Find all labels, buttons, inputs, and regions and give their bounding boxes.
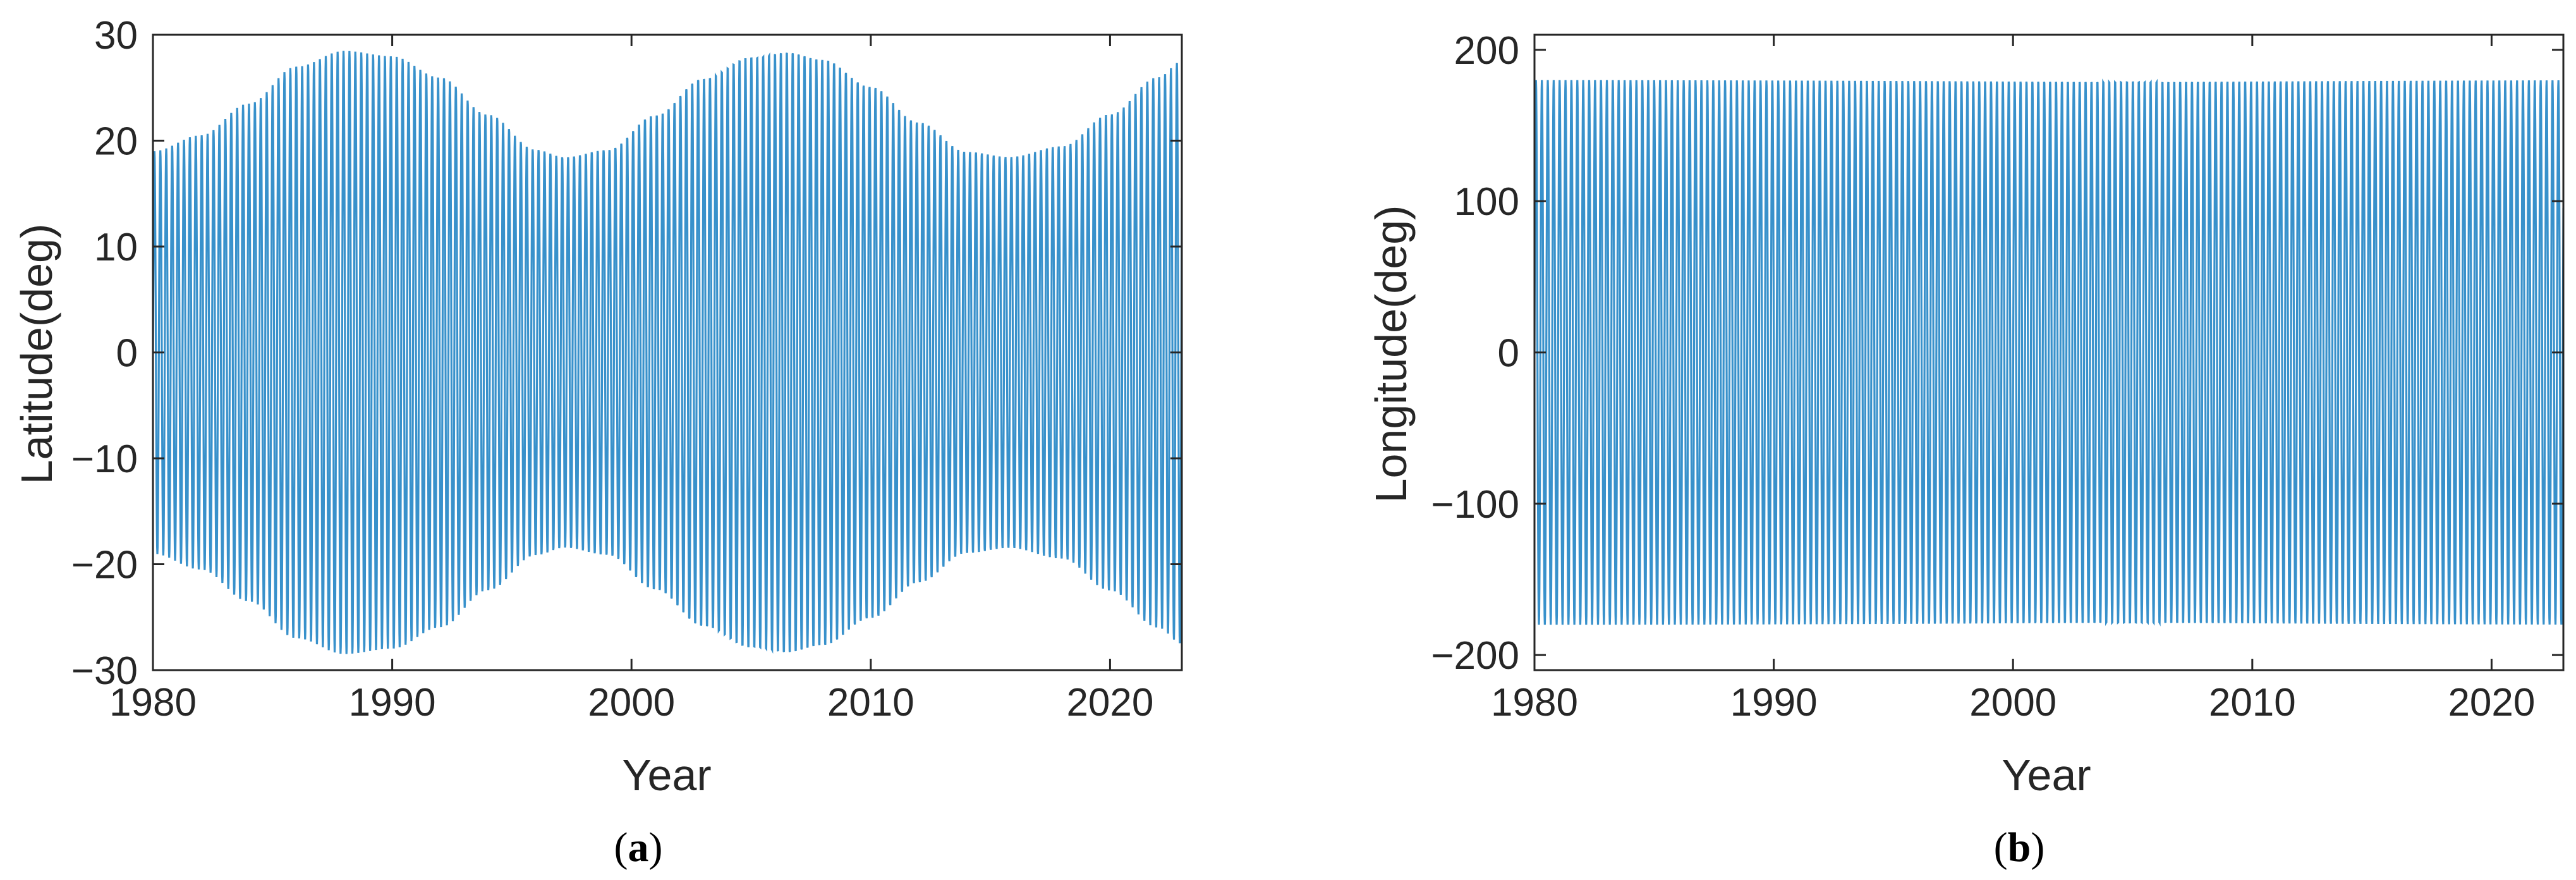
- latitude-x-tick-label: 2020: [1066, 681, 1153, 724]
- latitude-chart: 1980 1990 2000 2010 2020 −30 −20 −10 0 10 20 30 Yea…: [12, 14, 1183, 871]
- longitude-x-tick-label: 1980: [1491, 681, 1578, 724]
- longitude-y-tick-label: −100: [1431, 483, 1519, 527]
- longitude-y-tick-label: 0: [1498, 332, 1519, 376]
- latitude-y-tick-label: 10: [94, 226, 138, 269]
- longitude-x-axis-label: Year: [2002, 750, 2091, 800]
- latitude-axes: 1980 1990 2000 2010 2020 −30 −20 −10 0 10 20 30: [71, 14, 1183, 724]
- longitude-y-tick-label: 200: [1454, 29, 1519, 73]
- longitude-x-tick-label: 2010: [2209, 681, 2296, 724]
- longitude-series-line: [1534, 78, 2563, 626]
- longitude-x-tick-label: 2000: [1969, 681, 2057, 724]
- latitude-y-tick-label: 20: [94, 120, 138, 164]
- latitude-y-tick-label: −20: [71, 544, 138, 587]
- latitude-y-tick-label: 30: [94, 14, 138, 58]
- longitude-y-tick-label: −200: [1431, 634, 1519, 678]
- latitude-y-axis-label: Latitude(deg): [12, 224, 61, 485]
- latitude-x-tick-label: 2000: [588, 681, 675, 724]
- latitude-plot-area: [153, 51, 1182, 654]
- panel-a-caption: (a): [614, 824, 663, 871]
- latitude-x-axis-label: Year: [622, 750, 711, 800]
- panel-b-caption: (b): [1994, 824, 2045, 871]
- longitude-y-axis-label: Longitude(deg): [1366, 205, 1416, 503]
- latitude-y-tick-label: −30: [71, 649, 138, 693]
- longitude-y-tick-label: 100: [1454, 180, 1519, 224]
- longitude-x-tick-label: 2020: [2448, 681, 2535, 724]
- longitude-x-tick-label: 1990: [1730, 681, 1818, 724]
- longitude-chart: 1980 1990 2000 2010 2020 −200 −100 0 100 200 Year…: [1366, 29, 2565, 871]
- latitude-x-tick-label: 1990: [349, 681, 436, 724]
- longitude-axes: 1980 1990 2000 2010 2020 −200 −100 0 100 200: [1431, 29, 2565, 724]
- longitude-plot-area: [1534, 78, 2563, 626]
- latitude-y-tick-label: −10: [71, 437, 138, 481]
- latitude-x-tick-label: 1980: [109, 681, 197, 724]
- latitude-series-line: [153, 51, 1182, 654]
- latitude-x-tick-label: 2010: [827, 681, 914, 724]
- latitude-y-tick-label: 0: [116, 332, 138, 376]
